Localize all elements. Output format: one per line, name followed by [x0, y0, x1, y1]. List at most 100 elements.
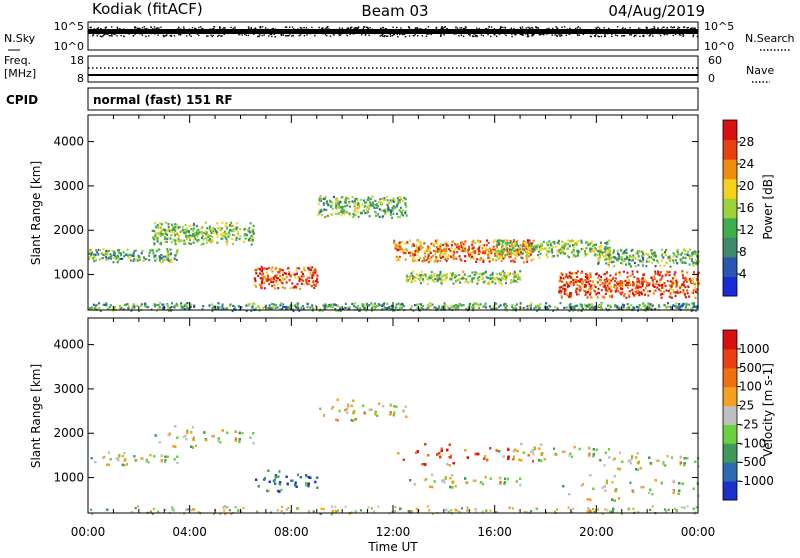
noise-sample — [643, 35, 644, 36]
noise-sample — [281, 35, 282, 36]
echo-cell — [478, 249, 480, 251]
echo-cell — [445, 248, 447, 250]
echo-cell — [135, 250, 137, 252]
echo-cell — [274, 275, 276, 277]
noise-sample — [527, 34, 528, 35]
noise-sample — [623, 35, 624, 36]
echo-cell — [207, 239, 209, 241]
echo-cell — [429, 305, 431, 307]
echo-cell — [411, 280, 413, 282]
echo-cell — [432, 304, 434, 306]
echo-cell — [186, 238, 188, 240]
echo-cell — [435, 307, 437, 309]
noise-sample — [692, 36, 693, 37]
echo-cell — [628, 259, 630, 261]
echo-cell — [563, 249, 565, 251]
echo-cell — [159, 257, 161, 259]
noise-sample — [230, 27, 231, 28]
echo-cell — [414, 277, 416, 279]
echo-cell — [105, 250, 107, 252]
echo-cell — [655, 265, 657, 267]
echo-cell — [308, 280, 310, 282]
echo-cell — [170, 259, 172, 261]
echo-cell — [237, 509, 239, 511]
echo-cell — [492, 279, 494, 281]
freq-panel-frame — [88, 56, 698, 82]
echo-cell — [189, 234, 191, 236]
echo-cell — [167, 250, 169, 252]
echo-cell — [482, 247, 484, 249]
echo-cell — [585, 308, 587, 310]
echo-cell — [533, 258, 535, 260]
echo-cell — [603, 283, 605, 285]
echo-cell — [510, 256, 512, 258]
echo-cell — [132, 255, 134, 257]
echo-cell — [630, 304, 632, 306]
noise-sample — [414, 34, 415, 35]
noise-sample — [461, 27, 462, 28]
echo-cell — [482, 272, 484, 274]
echo-cell — [397, 249, 399, 251]
echo-cell — [201, 237, 203, 239]
echo-cell — [365, 201, 367, 203]
echo-cell — [141, 252, 143, 254]
echo-cell — [346, 205, 348, 207]
echo-cell — [638, 294, 640, 296]
noise-sample — [621, 35, 622, 36]
noise-sample — [660, 35, 661, 36]
echo-cell — [204, 231, 206, 233]
echo-cell — [686, 272, 688, 274]
echo-cell — [101, 257, 103, 259]
echo-cell — [379, 208, 381, 210]
noise-sample — [387, 36, 388, 37]
echo-cell — [154, 305, 156, 307]
noise-sample — [286, 35, 287, 36]
echo-cell — [609, 254, 611, 256]
echo-cell — [396, 259, 398, 261]
echo-cell — [416, 304, 418, 306]
power-heatmap — [88, 195, 700, 312]
echo-cell — [691, 292, 693, 294]
echo-cell — [378, 201, 380, 203]
echo-cell — [322, 210, 324, 212]
echo-cell — [353, 202, 355, 204]
echo-cell — [682, 289, 684, 291]
echo-cell — [166, 255, 168, 257]
noise-sample — [646, 27, 647, 28]
cpid-value: normal (fast) 151 RF — [93, 93, 233, 107]
echo-cell — [570, 281, 572, 283]
echo-cell — [615, 273, 617, 275]
echo-cell — [401, 212, 403, 214]
echo-cell — [335, 510, 337, 512]
echo-cell — [419, 245, 421, 247]
echo-cell — [530, 510, 532, 512]
echo-cell — [297, 307, 299, 309]
echo-cell — [566, 248, 568, 250]
echo-cell — [512, 507, 514, 509]
colorbar-segment — [723, 237, 737, 257]
echo-cell — [475, 261, 477, 263]
echo-cell — [163, 234, 165, 236]
noise-sample — [521, 34, 522, 35]
echo-cell — [357, 211, 359, 213]
echo-cell — [372, 196, 374, 198]
echo-cell — [370, 204, 372, 206]
echo-cell — [118, 252, 120, 254]
echo-cell — [395, 244, 397, 246]
echo-cell — [295, 306, 297, 308]
echo-cell — [652, 279, 654, 281]
noise-sample — [303, 27, 304, 28]
noise-sample — [326, 35, 327, 36]
echo-cell — [668, 290, 670, 292]
echo-cell — [136, 305, 138, 307]
echo-cell — [232, 243, 234, 245]
echo-cell — [671, 297, 673, 299]
echo-cell — [618, 256, 620, 258]
noise-sample — [564, 26, 565, 27]
echo-cell — [360, 509, 362, 511]
echo-cell — [588, 277, 590, 279]
echo-cell — [279, 279, 281, 281]
echo-cell — [601, 303, 603, 305]
echo-cell — [595, 273, 597, 275]
echo-cell — [377, 506, 379, 508]
